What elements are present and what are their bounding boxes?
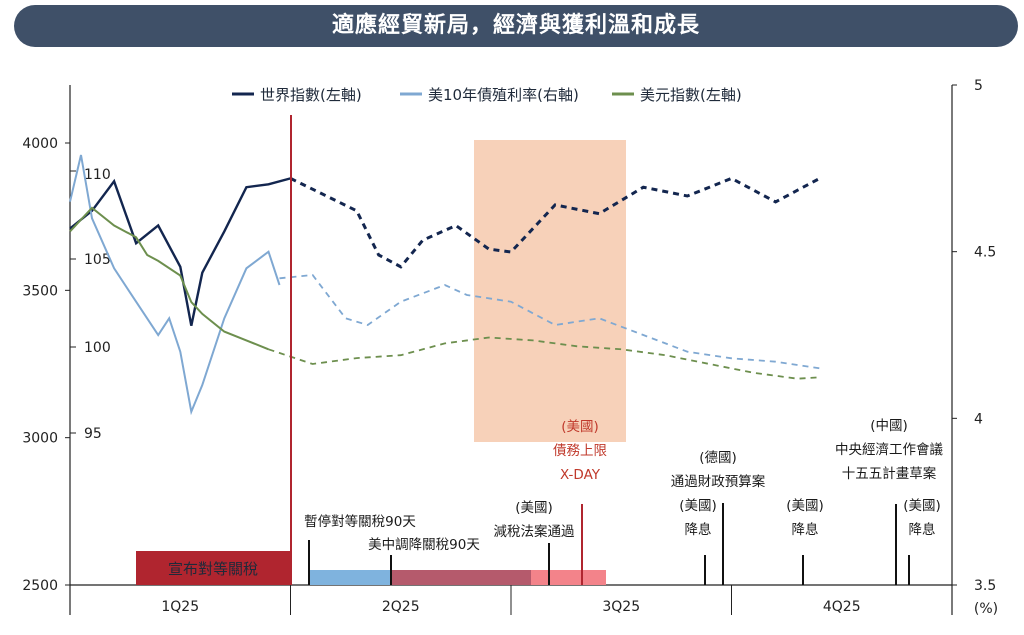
- left-tick-label: 4000: [22, 136, 58, 152]
- event-label: X-DAY: [560, 467, 601, 483]
- shaded-period: [474, 140, 626, 442]
- event-label: (德國): [699, 450, 737, 466]
- event-label: (美國): [679, 498, 717, 514]
- event-label: (美國): [561, 419, 599, 435]
- series-forecast-line: [279, 274, 820, 370]
- dxy-tick-label: 110: [84, 167, 111, 183]
- legend-label: 美元指數(左軸): [640, 86, 742, 104]
- event-label: (美國): [786, 498, 824, 514]
- quarter-label: 1Q25: [161, 599, 199, 615]
- quarter-label: 2Q25: [382, 599, 420, 615]
- dxy-tick-label: 105: [84, 252, 111, 268]
- chart-title: 適應經貿新局，經濟與獲利溫和成長: [331, 13, 700, 38]
- event-label: (中國): [870, 418, 908, 434]
- event-label: 降息: [685, 521, 712, 538]
- series-actual-line: [69, 177, 291, 326]
- chart-title-banner: 適應經貿新局，經濟與獲利溫和成長: [14, 5, 1018, 47]
- event-label: 中央經濟工作會議: [835, 441, 943, 458]
- left-tick-label: 3500: [22, 283, 58, 299]
- right-tick-label: 3.5: [974, 578, 996, 594]
- series-forecast-line: [268, 336, 820, 380]
- event-label: 債務上限: [553, 443, 607, 459]
- event-label: 美中調降關稅90天: [368, 537, 480, 553]
- event-label: 減稅法案通過: [494, 523, 575, 540]
- left-tick-label: 2500: [22, 578, 58, 594]
- series-forecast-line: [289, 176, 821, 269]
- event-label: (美國): [515, 500, 553, 516]
- dxy-tick-label: 95: [84, 426, 102, 442]
- series-actual-line: [69, 154, 281, 416]
- tariff-bar-label: 宣布對等關稅: [168, 560, 258, 578]
- right-axis-unit: (%): [974, 601, 998, 617]
- us-china-bar: [391, 570, 531, 585]
- pause-bar: [309, 570, 391, 585]
- event-label: (美國): [903, 498, 941, 514]
- legend-label: 世界指數(左軸): [260, 86, 362, 104]
- dxy-tick-label: 100: [84, 340, 111, 356]
- quarter-label: 4Q25: [823, 599, 861, 615]
- event-label: 暫停對等關稅90天: [304, 513, 416, 530]
- event-label: 通過財政預算案: [671, 473, 766, 490]
- right-tick-label: 5: [974, 78, 983, 94]
- tariff-bar: [136, 551, 291, 585]
- right-tick-label: 4.5: [974, 245, 996, 261]
- quarter-label: 3Q25: [602, 599, 640, 615]
- xday-bar: [531, 570, 606, 585]
- series-actual-line: [69, 206, 269, 351]
- left-tick-label: 3000: [22, 431, 58, 447]
- event-label: 降息: [792, 521, 819, 538]
- event-label: 降息: [909, 521, 936, 538]
- right-tick-label: 4: [974, 411, 983, 427]
- legend-label: 美10年債殖利率(右軸): [428, 86, 579, 104]
- event-label: 十五五計畫草案: [842, 465, 937, 482]
